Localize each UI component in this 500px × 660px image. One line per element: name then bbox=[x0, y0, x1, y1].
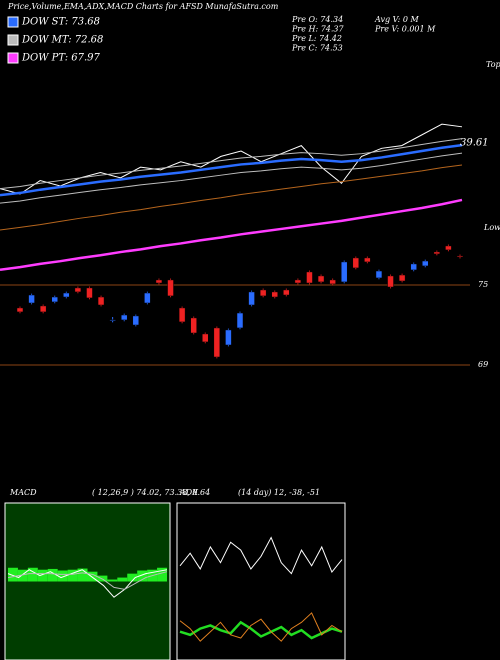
candle-body bbox=[456, 255, 464, 258]
legend-label: DOW ST: 73.68 bbox=[21, 17, 100, 28]
candle-body bbox=[190, 317, 197, 334]
candle-body bbox=[144, 292, 151, 304]
candle-body bbox=[16, 307, 24, 313]
histogram-bar bbox=[47, 568, 58, 582]
candle-body bbox=[259, 289, 267, 297]
histogram-bar bbox=[117, 577, 128, 582]
candle-body bbox=[283, 289, 290, 296]
histogram-bar bbox=[67, 569, 78, 582]
candle-body bbox=[28, 294, 35, 304]
candle-body bbox=[74, 287, 82, 293]
panel-title: ADX bbox=[179, 488, 198, 497]
y-tick-label: 69 bbox=[478, 360, 488, 369]
page-title: Price,Volume,EMA,ADX,MACD Charts for AFS… bbox=[7, 2, 279, 11]
quote-text: Pre H: 74.37 bbox=[291, 25, 345, 34]
histogram-bar bbox=[17, 569, 28, 582]
series-line bbox=[0, 143, 463, 197]
y-tick-label: 75 bbox=[478, 280, 488, 289]
panel-subtitle: ( 12,26,9 ) 74.02, 73.38, 0.64 bbox=[92, 488, 210, 497]
panel-title: MACD bbox=[9, 488, 37, 497]
candle-body bbox=[225, 329, 232, 346]
candle-body bbox=[213, 327, 221, 358]
series-line bbox=[0, 198, 463, 272]
histogram-bar bbox=[57, 570, 68, 582]
histogram-bar bbox=[107, 579, 118, 582]
histogram-bar bbox=[157, 567, 167, 582]
candle-body bbox=[294, 279, 302, 284]
candle-body bbox=[202, 333, 209, 343]
quote-text: Pre O: 74.34 bbox=[291, 15, 343, 24]
candle-body bbox=[167, 279, 174, 297]
candle-body bbox=[422, 260, 429, 267]
candle-body bbox=[410, 263, 417, 271]
histogram-bar bbox=[127, 573, 138, 582]
series-line bbox=[7, 571, 168, 590]
candle-body bbox=[86, 287, 93, 299]
candle-body bbox=[51, 296, 58, 303]
candle-body bbox=[306, 271, 313, 284]
candle-body bbox=[375, 270, 383, 279]
histogram-bar bbox=[37, 569, 48, 582]
candle-body bbox=[236, 312, 244, 329]
quote-text: Pre C: 74.53 bbox=[291, 44, 343, 53]
panel-subtitle: (14 day) 12, -38, -51 bbox=[238, 488, 320, 497]
legend-swatch bbox=[7, 52, 19, 64]
candle-body bbox=[445, 245, 452, 251]
candle-body bbox=[271, 291, 278, 298]
candle-body bbox=[120, 314, 128, 321]
candle-body bbox=[97, 296, 105, 306]
candle-body bbox=[387, 275, 394, 288]
histogram-bar bbox=[77, 568, 88, 582]
candle-body bbox=[109, 319, 116, 321]
annotation: 39.61 bbox=[460, 138, 489, 149]
series-line bbox=[0, 164, 463, 231]
candle-body bbox=[317, 275, 325, 283]
candle-body bbox=[364, 257, 371, 263]
quote-text: Pre L: 74.42 bbox=[291, 34, 342, 43]
quote-text: Avg V: 0 M bbox=[374, 15, 419, 24]
candle-body bbox=[433, 251, 441, 255]
candle-body bbox=[398, 274, 406, 282]
histogram-bar bbox=[8, 567, 18, 582]
candle-body bbox=[39, 305, 47, 313]
histogram-bar bbox=[137, 570, 148, 582]
candle-body bbox=[178, 307, 186, 323]
histogram-bar bbox=[87, 571, 98, 582]
label: Tops bbox=[486, 60, 500, 69]
series-line bbox=[179, 536, 343, 575]
legend-label: DOW MT: 72.68 bbox=[21, 35, 103, 46]
candle-body bbox=[155, 279, 163, 284]
candle-body bbox=[248, 291, 255, 306]
legend-label: DOW PT: 67.97 bbox=[21, 53, 101, 64]
histogram-bar bbox=[27, 567, 38, 582]
candle-body bbox=[329, 279, 336, 285]
adx-panel bbox=[176, 502, 346, 660]
candle-body bbox=[132, 315, 140, 326]
candle-body bbox=[340, 261, 348, 283]
series-line bbox=[179, 612, 343, 642]
series-line bbox=[0, 152, 463, 204]
series-line bbox=[0, 138, 463, 190]
legend-swatch bbox=[7, 34, 19, 46]
legend-swatch bbox=[7, 16, 19, 28]
series-line bbox=[0, 123, 463, 195]
candle-body bbox=[63, 292, 70, 298]
label: Lows bbox=[483, 223, 500, 232]
series-line bbox=[179, 620, 343, 640]
candle-body bbox=[352, 257, 360, 269]
quote-text: Pre V: 0.001 M bbox=[374, 25, 436, 34]
